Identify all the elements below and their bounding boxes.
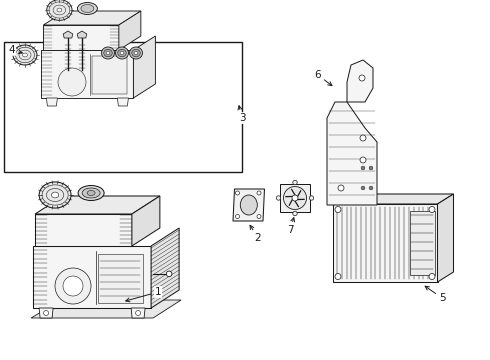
Circle shape — [292, 195, 298, 201]
Ellipse shape — [134, 51, 138, 55]
Circle shape — [429, 207, 435, 212]
Text: 5: 5 — [425, 286, 445, 303]
Circle shape — [362, 187, 364, 189]
Ellipse shape — [101, 47, 115, 59]
Polygon shape — [47, 98, 57, 106]
Polygon shape — [44, 25, 119, 50]
Circle shape — [284, 186, 307, 210]
Ellipse shape — [51, 192, 59, 198]
Circle shape — [335, 207, 341, 212]
Ellipse shape — [104, 49, 112, 57]
Ellipse shape — [39, 182, 71, 208]
Text: 4: 4 — [9, 45, 22, 55]
Polygon shape — [41, 50, 133, 98]
Circle shape — [359, 75, 365, 81]
Ellipse shape — [87, 190, 95, 195]
Circle shape — [370, 187, 372, 189]
Polygon shape — [35, 214, 132, 246]
Text: 6: 6 — [315, 70, 332, 86]
Ellipse shape — [132, 49, 140, 57]
Ellipse shape — [106, 51, 110, 55]
Polygon shape — [327, 102, 377, 205]
Circle shape — [44, 310, 49, 315]
Polygon shape — [438, 194, 454, 282]
Polygon shape — [4, 42, 242, 172]
Circle shape — [257, 191, 261, 195]
Circle shape — [369, 166, 373, 170]
Ellipse shape — [120, 51, 124, 55]
Polygon shape — [131, 308, 145, 318]
Ellipse shape — [118, 49, 126, 57]
Polygon shape — [347, 60, 373, 102]
Circle shape — [429, 274, 435, 279]
Polygon shape — [63, 31, 73, 38]
Polygon shape — [133, 36, 155, 98]
Circle shape — [309, 196, 314, 200]
Circle shape — [360, 157, 366, 163]
Circle shape — [276, 196, 281, 200]
Polygon shape — [119, 11, 141, 50]
Circle shape — [236, 191, 240, 195]
Circle shape — [166, 271, 172, 277]
Circle shape — [236, 215, 240, 219]
Text: 3: 3 — [238, 106, 245, 123]
Ellipse shape — [13, 45, 37, 65]
Polygon shape — [118, 98, 128, 106]
Circle shape — [63, 276, 83, 296]
Text: 1: 1 — [126, 287, 161, 302]
Circle shape — [369, 186, 373, 190]
Ellipse shape — [77, 3, 98, 14]
Circle shape — [58, 68, 86, 96]
Polygon shape — [280, 184, 310, 212]
Ellipse shape — [129, 47, 143, 59]
Circle shape — [362, 167, 364, 169]
Ellipse shape — [57, 8, 62, 12]
Polygon shape — [39, 308, 53, 318]
Polygon shape — [31, 300, 181, 318]
Circle shape — [55, 268, 91, 304]
Polygon shape — [77, 31, 87, 38]
Circle shape — [293, 211, 297, 216]
Ellipse shape — [81, 4, 94, 13]
Circle shape — [257, 215, 261, 219]
Circle shape — [360, 135, 366, 141]
Polygon shape — [35, 196, 160, 214]
Polygon shape — [151, 228, 179, 308]
Circle shape — [370, 167, 372, 169]
Polygon shape — [132, 196, 160, 246]
Polygon shape — [333, 204, 438, 282]
Ellipse shape — [82, 188, 100, 198]
Polygon shape — [233, 189, 265, 221]
Circle shape — [361, 186, 365, 190]
Polygon shape — [92, 56, 127, 94]
Circle shape — [335, 274, 341, 279]
Circle shape — [293, 180, 297, 185]
Polygon shape — [33, 246, 151, 308]
Text: 2: 2 — [250, 225, 261, 243]
Ellipse shape — [240, 195, 257, 215]
Circle shape — [361, 166, 365, 170]
Polygon shape — [44, 11, 141, 25]
Ellipse shape — [47, 0, 72, 21]
Ellipse shape — [116, 47, 128, 59]
Ellipse shape — [78, 185, 104, 201]
Polygon shape — [410, 211, 435, 275]
Text: 7: 7 — [287, 218, 294, 235]
Polygon shape — [333, 194, 454, 204]
Circle shape — [136, 310, 141, 315]
Ellipse shape — [23, 53, 27, 57]
Polygon shape — [98, 254, 143, 303]
Circle shape — [338, 185, 344, 191]
